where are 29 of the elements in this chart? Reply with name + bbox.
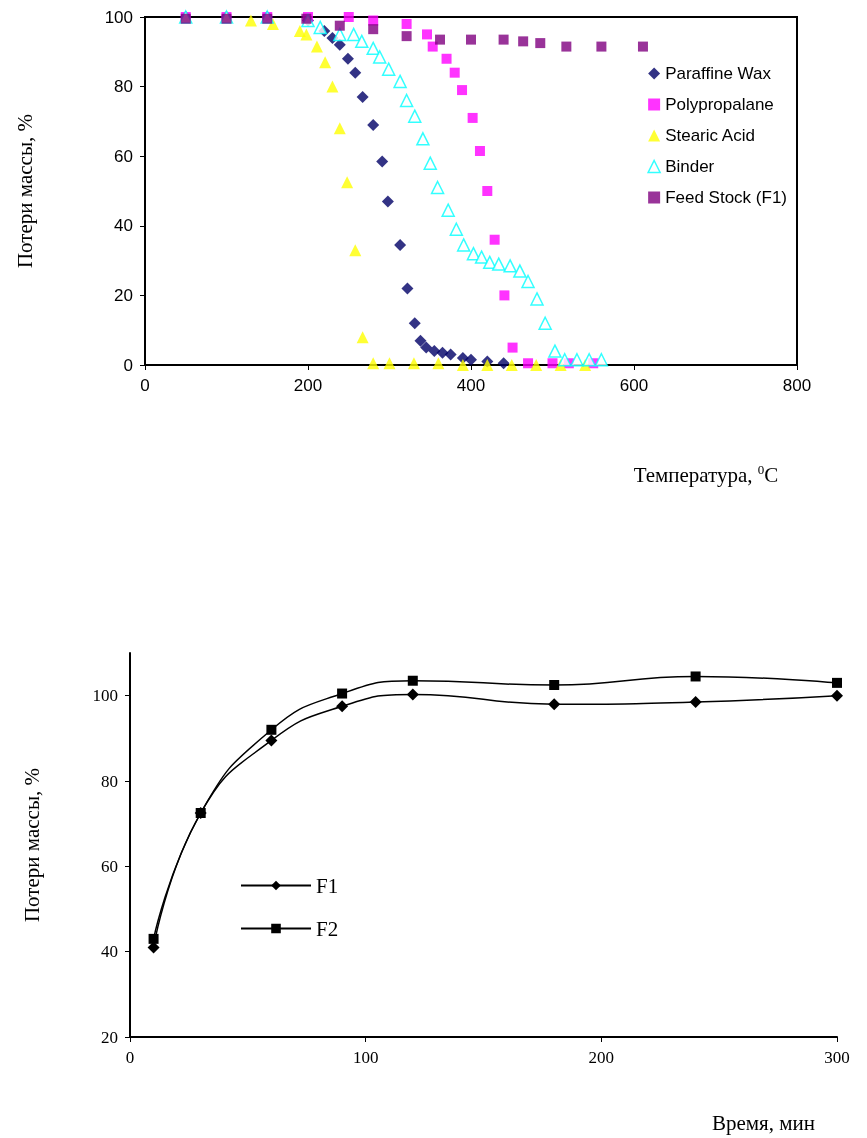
y-tick-label: 80 <box>101 771 118 791</box>
y-tick-label: 20 <box>114 285 133 305</box>
y-tick-label: 40 <box>114 216 133 236</box>
x-tick-label: 600 <box>619 376 649 395</box>
y-tick-label: 0 <box>123 355 133 375</box>
y-tick-label: 80 <box>114 77 133 97</box>
legend-label: F2 <box>316 916 339 941</box>
y-tick-label: 60 <box>101 856 118 876</box>
y-tick-label: 100 <box>92 686 118 706</box>
y-tick-label: 40 <box>101 942 118 962</box>
legend-label: Stearic Acid <box>665 126 755 145</box>
legend-label: Binder <box>665 157 715 176</box>
y-axis-title: Потери массы, % <box>12 113 37 269</box>
x-tick-label: 100 <box>352 1048 379 1067</box>
legend-label: F1 <box>316 873 339 898</box>
x-tick-label: 800 <box>782 376 812 395</box>
y-tick-label: 20 <box>101 1027 118 1047</box>
legend-label: Paraffine Wax <box>665 64 772 83</box>
x-axis-title: Время, мин <box>711 1110 816 1135</box>
x-tick-label: 200 <box>293 376 323 395</box>
x-tick-label: 300 <box>824 1048 850 1067</box>
y-tick-label: 100 <box>104 7 133 27</box>
legend-label: Polypropalane <box>665 95 774 114</box>
x-tick-label: 400 <box>456 376 486 395</box>
legend-label: Feed Stock (F1) <box>665 188 787 207</box>
x-tick-label: 200 <box>588 1048 615 1067</box>
x-tick-label: 0 <box>140 376 150 395</box>
y-tick-label: 60 <box>114 146 133 166</box>
y-axis-title: Потери массы, % <box>19 767 44 923</box>
